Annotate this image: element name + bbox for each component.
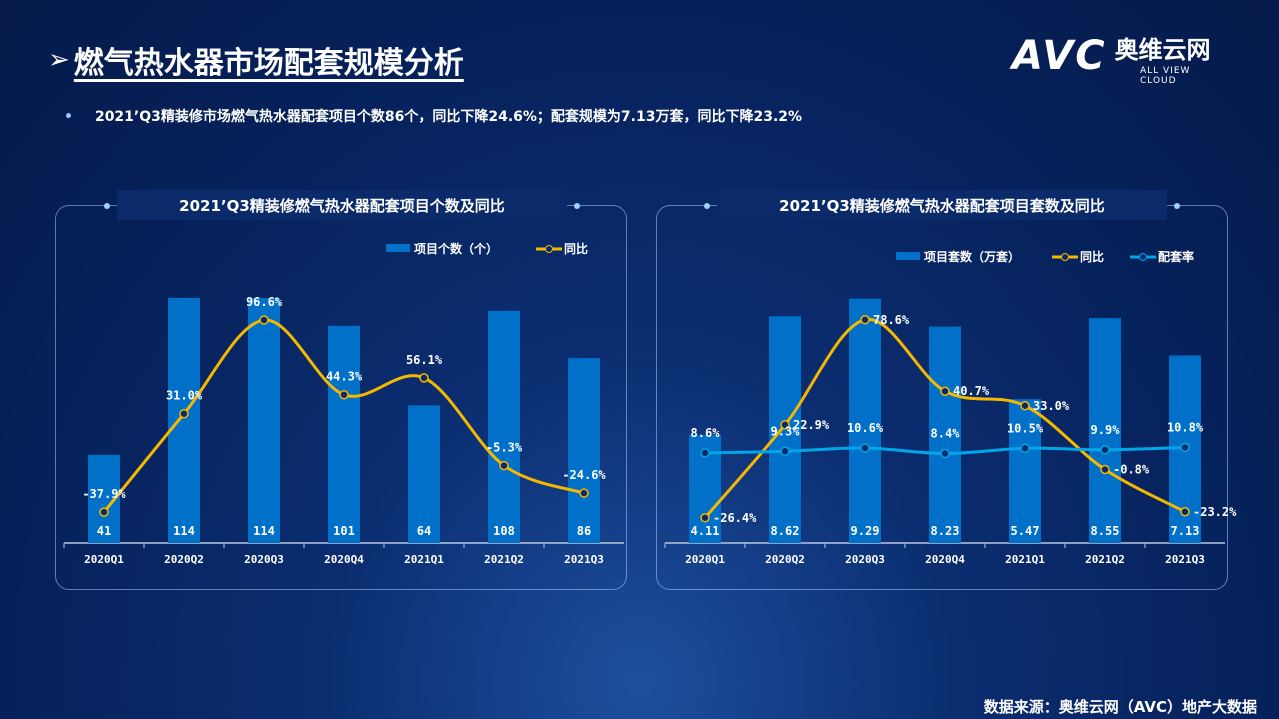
line-point-yoy	[419, 373, 429, 383]
line-point-rate	[860, 443, 870, 453]
bar-value-label: 8.23	[931, 524, 960, 538]
legend-label: 配套率	[1158, 249, 1194, 264]
bar-value-label: 7.13	[1171, 524, 1200, 538]
bar	[929, 326, 961, 543]
bar-value-label: 8.62	[771, 524, 800, 538]
x-tick-label: 2020Q4	[324, 553, 364, 566]
line-point-yoy	[700, 513, 710, 523]
line-value-label: 31.0%	[166, 389, 203, 403]
bar-value-label: 9.29	[851, 524, 880, 538]
line-value-label: -23.2%	[1193, 505, 1237, 519]
bar	[328, 325, 360, 543]
x-tick-label: 2020Q2	[164, 553, 204, 566]
bar-value-label: 4.11	[691, 524, 720, 538]
bar-value-label: 108	[493, 524, 515, 538]
bar-value-label: 64	[417, 524, 431, 538]
bar	[568, 358, 600, 543]
line-value-label: -5.3%	[486, 441, 523, 455]
bar-value-label: 86	[577, 524, 591, 538]
line-value-label: 56.1%	[406, 353, 443, 367]
bar-value-label: 101	[333, 524, 355, 538]
line-value-label: 9.9%	[1091, 423, 1121, 437]
x-tick-label: 2020Q3	[244, 553, 284, 566]
line-point-rate	[780, 446, 790, 456]
line-point-yoy	[780, 420, 790, 430]
legend-label: 同比	[564, 241, 588, 256]
x-tick-label: 2020Q2	[765, 553, 805, 566]
arrow-icon: ➢	[48, 45, 70, 75]
line-value-label: 9.3%	[771, 424, 801, 438]
legend-label: 同比	[1080, 249, 1104, 264]
line-value-label: 96.6%	[246, 295, 283, 309]
line-value-label: 10.6%	[847, 421, 884, 435]
legend-label: 项目个数（个）	[414, 241, 498, 256]
bar-value-label: 41	[97, 524, 111, 538]
line-value-label: 78.6%	[873, 313, 910, 327]
line-value-label: 33.0%	[1033, 399, 1070, 413]
legend-bar-swatch	[896, 252, 920, 260]
x-tick-label: 2020Q3	[845, 553, 885, 566]
line-point-rate	[1180, 442, 1190, 453]
bar	[168, 297, 200, 543]
line-value-label: -0.8%	[1113, 463, 1150, 477]
legend-marker	[1061, 253, 1069, 261]
line-point-rate	[700, 448, 710, 458]
line-point-rate	[940, 448, 950, 459]
line-value-label: -24.6%	[562, 468, 606, 482]
summary-bullet: • 2021’Q3精装修市场燃气热水器配套项目个数86个，同比下降24.6%；配套…	[64, 109, 803, 125]
bar	[769, 316, 801, 543]
x-tick-label: 2021Q3	[564, 553, 604, 566]
line-value-label: -26.4%	[713, 511, 757, 525]
bar-value-label: 114	[173, 524, 195, 538]
bar-value-label: 5.47	[1011, 524, 1040, 538]
line-point-yoy	[1020, 401, 1030, 411]
line-point-yoy	[499, 460, 509, 471]
bar	[1089, 318, 1121, 543]
legend-bar-swatch	[386, 244, 410, 252]
line-value-label: 22.9%	[793, 418, 830, 432]
line-point-yoy	[99, 507, 109, 517]
line-point-yoy	[1100, 464, 1110, 475]
left-chart-title: 2021’Q3精装修燃气热水器配套项目个数及同比	[117, 190, 567, 220]
x-tick-label: 2021Q3	[1165, 553, 1205, 566]
bar	[488, 310, 520, 543]
line-value-label: 8.4%	[931, 427, 961, 441]
line-point-yoy	[339, 389, 349, 400]
data-source: 数据来源：奥维云网（AVC）地产大数据	[983, 698, 1257, 716]
line-point-yoy	[1180, 507, 1190, 517]
x-tick-label: 2021Q1	[1005, 553, 1045, 566]
bar	[248, 297, 280, 543]
line-value-label: 40.7%	[953, 384, 990, 398]
x-tick-label: 2020Q4	[925, 553, 965, 566]
x-tick-label: 2020Q1	[685, 553, 725, 566]
page-title: ➢ 燃气热水器市场配套规模分析	[48, 45, 464, 81]
line-point-rate	[1020, 443, 1030, 453]
x-tick-label: 2021Q1	[404, 553, 444, 566]
bar	[1009, 399, 1041, 543]
bar-value-label: 114	[253, 524, 275, 538]
right-chart-title: 2021’Q3精装修燃气热水器配套项目套数及同比	[717, 190, 1167, 220]
line-point-rate	[1100, 445, 1110, 455]
avc-logo: AVC 奥维云网 ALL VIEW CLOUD	[1012, 33, 1211, 86]
x-tick-label: 2021Q2	[484, 553, 524, 566]
legend-marker	[1139, 253, 1147, 261]
line-point-yoy	[860, 315, 870, 325]
line-value-label: 8.6%	[691, 426, 721, 440]
line-value-label: 10.8%	[1167, 421, 1204, 435]
line-point-yoy	[179, 408, 189, 419]
legend-marker	[545, 245, 553, 253]
bar	[408, 405, 440, 543]
line-value-label: 44.3%	[326, 370, 363, 384]
bar	[849, 298, 881, 543]
line-value-label: 10.5%	[1007, 421, 1044, 435]
line-point-yoy	[259, 315, 269, 325]
line-point-yoy	[579, 488, 589, 498]
bar-value-label: 8.55	[1091, 524, 1120, 538]
x-tick-label: 2021Q2	[1085, 553, 1125, 566]
line-point-yoy	[940, 386, 950, 396]
legend-label: 项目套数（万套）	[924, 249, 1020, 264]
line-value-label: -37.9%	[82, 487, 126, 501]
x-tick-label: 2020Q1	[84, 553, 124, 566]
